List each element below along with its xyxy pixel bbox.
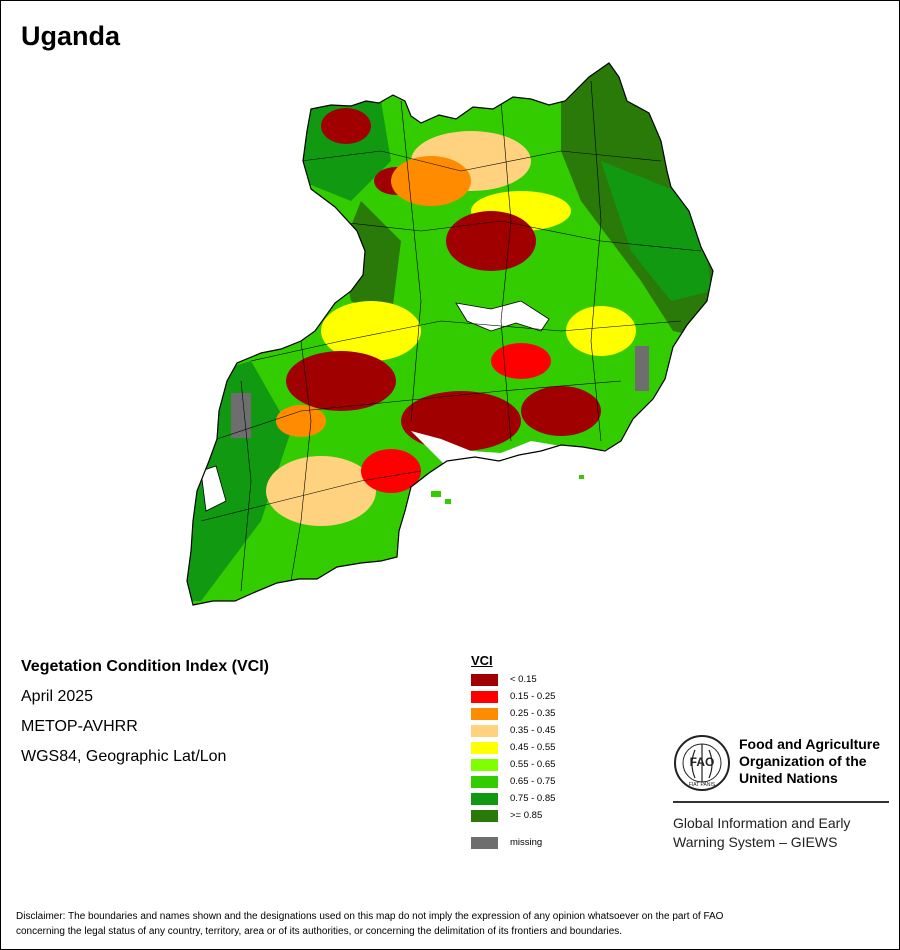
lake-islands: [431, 475, 584, 504]
uganda-vci-map: [186, 62, 714, 606]
legend-item: 0.75 - 0.85: [471, 790, 621, 807]
legend-label: 0.55 - 0.65: [510, 759, 556, 770]
legend-label: < 0.15: [510, 674, 537, 685]
fao-name-line1: Food and Agriculture: [739, 736, 881, 752]
legend-rows: < 0.15 0.15 - 0.25 0.25 - 0.35 0.35 - 0.45 0…: [471, 671, 621, 824]
disclaimer-line2: concerning the legal status of any count…: [16, 926, 623, 937]
legend-label: 0.15 - 0.25: [510, 691, 556, 702]
district-boundaries: [200, 80, 702, 592]
vci-northwest-deficit: [321, 108, 371, 144]
fao-logo-icon: FAO FIAT PANIS: [674, 735, 730, 791]
legend-item: >= 0.85: [471, 807, 621, 824]
legend-swatch: [471, 809, 498, 822]
fao-name-line2: Organization of the: [739, 753, 867, 769]
legend-label: 0.35 - 0.45: [510, 725, 556, 736]
giews-line1: Global Information and Early: [673, 815, 851, 831]
vci-central-west-severe: [286, 351, 396, 411]
legend-swatch-missing: [471, 836, 498, 849]
fao-logo-motto: FIAT PANIS: [689, 782, 716, 788]
fao-divider: [673, 801, 889, 803]
lake-edward: [200, 465, 227, 512]
vci-east-average: [566, 306, 636, 356]
legend-swatch: [471, 741, 498, 754]
legend-swatch: [471, 792, 498, 805]
legend-swatch: [471, 707, 498, 720]
disclaimer: Disclaimer: The boundaries and names sho…: [16, 909, 886, 939]
country-outline: [186, 62, 714, 606]
legend-item: 0.35 - 0.45: [471, 722, 621, 739]
legend-label: 0.65 - 0.75: [510, 776, 556, 787]
disclaimer-line1: Disclaimer: The boundaries and names sho…: [16, 911, 724, 922]
vci-legend: VCI < 0.15 0.15 - 0.25 0.25 - 0.35 0.35 - 0…: [471, 653, 621, 851]
legend-item: 0.45 - 0.55: [471, 739, 621, 756]
legend-swatch: [471, 758, 498, 771]
legend-label: >= 0.85: [510, 810, 543, 821]
legend-label: 0.45 - 0.55: [510, 742, 556, 753]
legend-item: < 0.15: [471, 671, 621, 688]
vci-east-central-very-poor: [491, 343, 551, 379]
period-label: April 2025: [21, 688, 94, 705]
legend-swatch: [471, 775, 498, 788]
vci-central-severe: [401, 391, 521, 451]
legend-label: 0.75 - 0.85: [510, 793, 556, 804]
vci-west-poor: [276, 405, 326, 437]
fao-name: Food and Agriculture Organization of the…: [739, 736, 891, 787]
vci-missing-east: [635, 346, 649, 391]
projection-label: WGS84, Geographic Lat/Lon: [21, 748, 227, 765]
legend-item: 0.15 - 0.25: [471, 688, 621, 705]
legend-swatch: [471, 690, 498, 703]
sensor-label: METOP-AVHRR: [21, 718, 138, 735]
index-title: Vegetation Condition Index (VCI): [21, 658, 269, 675]
vci-missing-west: [231, 393, 251, 438]
vci-southeast-severe: [521, 386, 601, 436]
vci-central-average: [321, 301, 421, 361]
fao-name-line3: United Nations: [739, 770, 838, 786]
giews-line2: Warning System – GIEWS: [673, 834, 838, 850]
vci-north-severe: [446, 211, 536, 271]
legend-label: 0.25 - 0.35: [510, 708, 556, 719]
legend-label-missing: missing: [510, 837, 543, 848]
lake-kyoga: [455, 300, 550, 332]
legend-item: 0.25 - 0.35: [471, 705, 621, 722]
legend-item-missing: missing: [471, 834, 621, 851]
legend-swatch: [471, 724, 498, 737]
map-title: Uganda: [21, 21, 121, 51]
giews-label: Global Information and Early Warning Sys…: [673, 814, 889, 852]
vci-raster: [187, 63, 713, 605]
fao-logo-letters: FAO: [690, 755, 715, 769]
legend-item: 0.65 - 0.75: [471, 773, 621, 790]
legend-item: 0.55 - 0.65: [471, 756, 621, 773]
legend-title: VCI: [471, 653, 493, 668]
legend-swatch: [471, 673, 498, 686]
vci-south-very-poor: [361, 449, 421, 493]
